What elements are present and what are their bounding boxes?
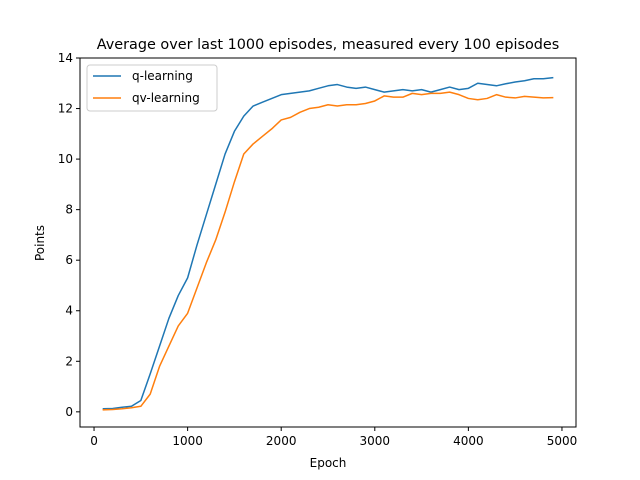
axes-frame xyxy=(79,57,577,428)
y-axis-label: Points xyxy=(33,225,47,261)
x-tick-label: 5000 xyxy=(547,434,578,448)
chart-title: Average over last 1000 episodes, measure… xyxy=(97,37,560,53)
series-lines xyxy=(102,76,554,411)
x-axis-label: Epoch xyxy=(310,456,347,470)
y-tick-label: 14 xyxy=(58,51,73,65)
x-tick-label: 4000 xyxy=(453,434,484,448)
series-line-q-learning xyxy=(102,76,554,410)
y-tick-label: 0 xyxy=(65,405,73,419)
y-tick-label: 6 xyxy=(65,253,73,267)
x-tick-label: 2000 xyxy=(266,434,297,448)
y-tick-label: 2 xyxy=(65,354,73,368)
x-tick-label: 0 xyxy=(90,434,98,448)
legend-label-q-learning: q-learning xyxy=(132,69,193,83)
y-tick-label: 8 xyxy=(65,203,73,217)
y-tick-label: 12 xyxy=(58,102,73,116)
x-axis-ticks: 0 1000 2000 3000 4000 5000 xyxy=(90,427,577,448)
x-tick-label: 1000 xyxy=(172,434,203,448)
y-axis-ticks: 0 2 4 6 8 10 12 14 xyxy=(58,51,80,419)
y-tick-label: 10 xyxy=(58,152,73,166)
series-line-qv-learning xyxy=(102,91,554,411)
legend-label-qv-learning: qv-learning xyxy=(132,91,200,105)
legend: q-learning qv-learning xyxy=(86,64,218,112)
y-tick-label: 4 xyxy=(65,304,73,318)
x-tick-label: 3000 xyxy=(360,434,391,448)
